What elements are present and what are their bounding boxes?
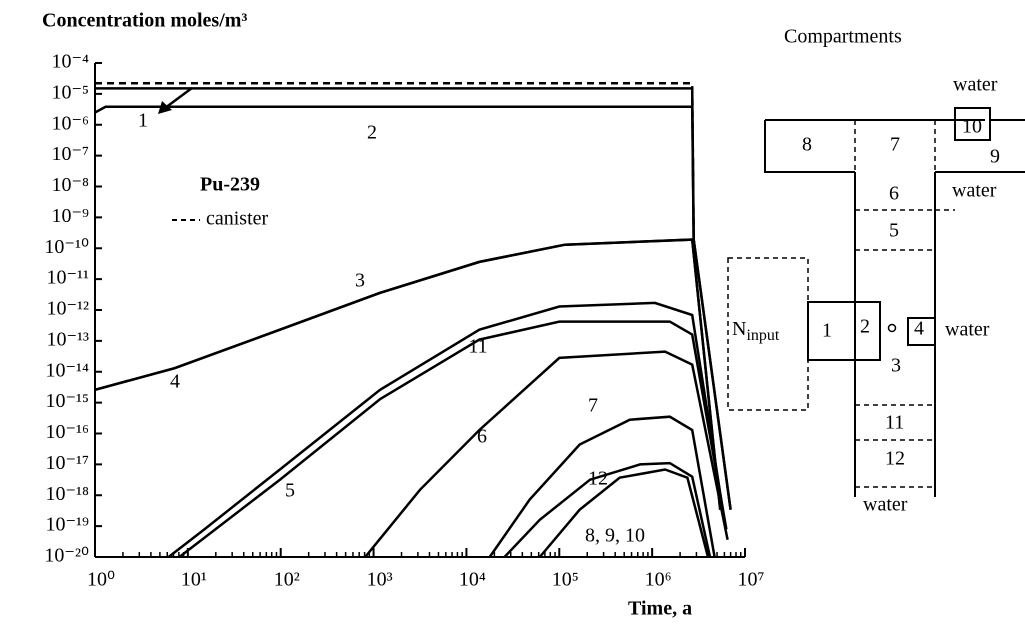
series-label: 8, 9, 10 [585,525,645,547]
series-label: 4 [170,371,180,393]
series-label: 11 [468,336,487,358]
series-label: 7 [588,395,598,417]
water-label: water [945,319,990,341]
input-base: N [732,318,746,340]
y-tick-label: 10⁻⁶ [51,112,89,134]
series-line [94,238,722,510]
y-tick-label: 10⁻¹⁷ [45,452,89,474]
compartment-label: 3 [891,355,901,377]
series-line [94,105,732,510]
x-tick-label: 10⁶ [645,569,672,591]
compartment-label: 7 [890,134,900,156]
x-tick-label: 10² [274,569,300,591]
series-line [95,87,732,510]
series-line [167,301,726,558]
compartment-label: 1 [822,320,832,342]
outline [764,119,1025,497]
compartment-label: 8 [802,134,812,156]
series-line [364,350,729,558]
y-tick-label: 10⁻¹⁹ [45,514,89,536]
series-line [178,320,728,558]
compartment-label: 5 [889,220,899,242]
x-tick-label: 10³ [367,569,393,591]
series-line [538,468,710,558]
y-tick-label: 10⁻¹² [46,298,89,320]
box-4 [907,317,936,346]
series-line [488,415,716,558]
compartment-label: 9 [990,146,1000,168]
series-label: 12 [588,468,608,490]
y-tick-label: 10⁻⁴ [51,51,89,73]
y-tick-label: 10⁻¹⁴ [45,359,89,381]
annotation: Pu-239 [200,174,260,196]
series-label: 6 [477,426,487,448]
input-label: Ninput [732,318,780,344]
compartment-label: 2 [860,316,870,338]
x-tick-label: 10⁰ [87,569,115,591]
x-tick-label: 10¹ [181,569,207,591]
x-tick-label: 10⁵ [552,569,579,591]
x-tick-label: 10⁴ [459,569,486,591]
series-label: 2 [367,122,377,144]
y-tick-label: 10⁻¹¹ [46,267,89,289]
compartment-label: 10 [962,116,982,138]
water-label: water [952,180,997,202]
y-tick-label: 10⁻⁷ [51,143,89,165]
chart-title: Concentration moles/m³ [42,10,247,32]
box-10 [954,107,991,141]
y-tick-label: 10⁻¹⁸ [45,483,89,505]
y-tick-label: 10⁻⁹ [51,205,89,227]
compartment-diagram: Compartments Ninput 1 2 3 4 5 6 7 8 9 10… [727,26,1025,516]
compartment-label: 4 [914,318,924,340]
y-tick-label: 10⁻¹³ [46,328,89,350]
y-tick-label: 10⁻¹⁰ [44,236,89,258]
arrow [164,86,193,110]
y-tick-label: 10⁻¹⁶ [45,421,89,443]
legend-label: canister [206,208,269,230]
y-tick-label: 10⁻⁵ [51,81,89,103]
node [887,323,897,333]
series-label: 1 [138,110,148,132]
compartment-label: 11 [885,412,904,434]
compartment-label: 12 [885,448,905,470]
dashed-lines [854,120,955,488]
compartment-label: 6 [889,183,899,205]
box-1 [807,301,881,361]
series-line [503,461,712,558]
diagram-title: Compartments [784,26,902,48]
y-tick-label: 10⁻⁸ [51,174,89,196]
x-axis-label: Time, a [628,598,692,620]
input-subscript: input [746,327,779,344]
y-tick-label: 10⁻²⁰ [44,545,89,567]
water-label: water [863,494,908,516]
water-label: water [953,74,998,96]
y-tick-label: 10⁻¹⁵ [45,390,89,412]
series-label: 5 [285,480,295,502]
series-label: 3 [355,270,365,292]
x-tick-label: 10⁷ [738,569,765,591]
